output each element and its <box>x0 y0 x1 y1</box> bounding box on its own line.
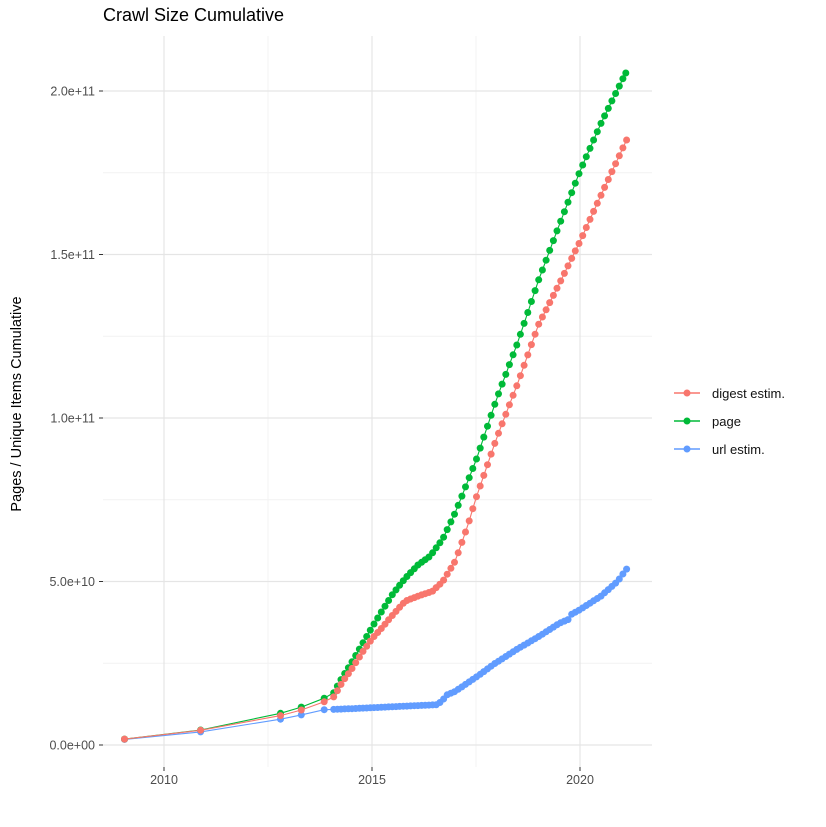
legend-label-page: page <box>712 413 741 429</box>
legend-item-digest: digest estim. <box>672 379 785 407</box>
legend-key-page-icon <box>674 417 700 425</box>
chart-title: Crawl Size Cumulative <box>103 5 285 25</box>
minor-gridlines <box>103 36 652 767</box>
svg-text:2015: 2015 <box>358 773 386 787</box>
series-url-estim <box>121 565 631 743</box>
svg-text:1.5e+11: 1.5e+11 <box>50 248 95 262</box>
svg-text:1.0e+11: 1.0e+11 <box>50 412 95 426</box>
legend-item-url: url estim. <box>672 435 785 463</box>
series-page <box>121 69 630 743</box>
y-tick-labels: 0.0e+00 5.0e+10 1.0e+11 1.5e+11 2.0e+11 <box>49 85 95 753</box>
series-digest-estim-points <box>121 136 631 743</box>
x-tick-labels: 2010 2015 2020 <box>150 773 594 787</box>
major-gridlines <box>103 36 652 767</box>
svg-text:5.0e+10: 5.0e+10 <box>49 575 95 589</box>
series-page-points <box>121 69 630 743</box>
legend-label-url: url estim. <box>712 441 765 457</box>
legend-key-url-icon <box>674 445 700 453</box>
svg-text:0.0e+00: 0.0e+00 <box>49 739 95 753</box>
legend-item-page: page <box>672 407 785 435</box>
legend: digest estim. page url estim. <box>672 379 785 463</box>
svg-text:2020: 2020 <box>566 773 594 787</box>
legend-key-digest-icon <box>674 389 700 397</box>
series-digest-estim <box>121 136 631 743</box>
axis-tick-marks <box>99 90 581 771</box>
svg-text:2010: 2010 <box>150 773 178 787</box>
y-axis-title: Pages / Unique Items Cumulative <box>9 296 25 512</box>
series-url-estim-points <box>121 565 631 743</box>
legend-label-digest: digest estim. <box>712 385 785 401</box>
svg-text:2.0e+11: 2.0e+11 <box>50 85 95 99</box>
